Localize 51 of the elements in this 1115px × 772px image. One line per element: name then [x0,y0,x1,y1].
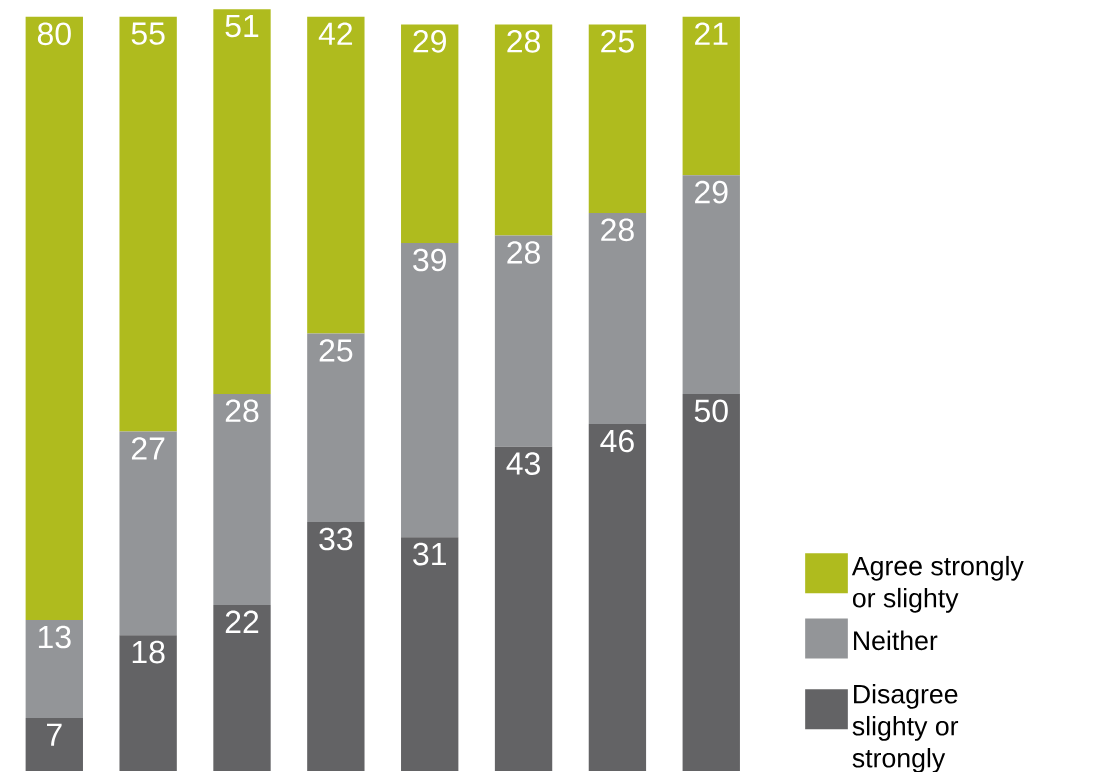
data-label: 27 [131,437,165,460]
bar [401,24,459,243]
data-label: 31 [413,542,446,566]
data-label: 42 [318,22,353,45]
bar [119,635,177,771]
data-label: 55 [131,22,165,45]
data-label: 29 [413,29,446,53]
bar [588,24,647,213]
data-label: 22 [225,610,259,633]
data-label: 33 [319,527,353,551]
data-label: 18 [132,640,165,664]
bar [25,718,83,771]
bar [401,537,459,771]
bar [494,446,553,771]
bar [682,175,740,394]
data-label: 7 [47,723,62,746]
data-label: 28 [601,218,634,242]
bar [119,16,177,432]
bar [119,431,177,636]
data-label: 28 [507,241,540,264]
bar [25,16,83,620]
bar [307,16,365,334]
data-label: 29 [695,180,728,204]
bar [494,235,553,447]
data-label: 43 [506,452,540,475]
bar [213,604,271,771]
bar [682,16,740,176]
legend-label: Agree strongly or slighty [851,555,1024,613]
legend-label: Neither [854,630,938,651]
data-label: 25 [601,29,634,53]
data-label: 28 [507,29,540,53]
data-label: 21 [695,22,728,45]
data-label: 13 [38,625,71,649]
bar [494,24,553,236]
bar [213,393,271,605]
bar [682,393,740,771]
bar [588,423,647,771]
data-label: 28 [225,399,259,423]
data-label: 50 [694,399,728,423]
bar [588,212,647,424]
bar [307,333,365,522]
bar [307,521,365,771]
bar [401,242,459,538]
data-label: 46 [600,429,634,453]
legend-label: Disagree slighty or strongly [852,683,959,772]
data-label: 51 [225,14,259,38]
bar [25,619,83,718]
data-label: 25 [319,339,353,362]
data-label: 80 [37,22,71,46]
bar [213,9,271,394]
data-label: 39 [413,248,446,272]
